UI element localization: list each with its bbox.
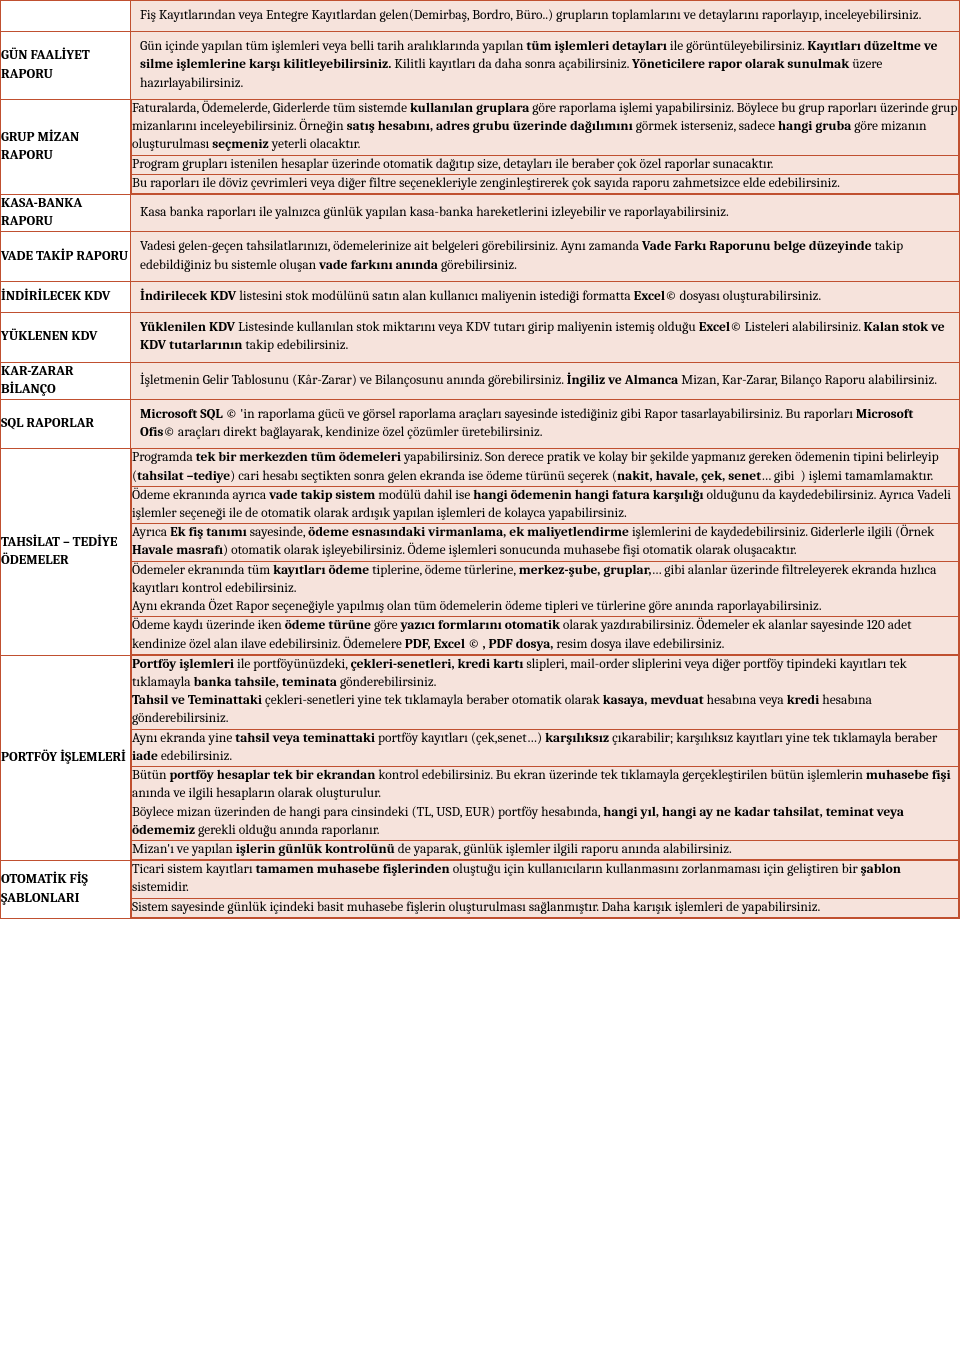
table-row: VADE TAKİP RAPORUVadesi gelen-geçen tahs…: [1, 232, 960, 281]
content-cell: Vadesi gelen-geçen tahsilatlarınızı, öde…: [131, 232, 959, 280]
content-cell: Ayrıca Ek fiş tanımı sayesinde, ödeme es…: [132, 524, 959, 561]
content-cell: Bu raporları ile döviz çevrimleri veya d…: [132, 174, 959, 193]
table-row: GRUP MİZAN RAPORUFaturalarda, Ödemelerde…: [1, 99, 960, 194]
row-label: PORTFÖY İŞLEMLERİ: [1, 655, 131, 860]
table-row: SQL RAPORLARMicrosoft SQL © 'in raporlam…: [1, 399, 960, 448]
row-content: Yüklenilen KDV Listesinde kullanılan sto…: [131, 313, 960, 362]
table-row: PORTFÖY İŞLEMLERİPortföy işlemleri ile p…: [1, 655, 960, 860]
row-content: Microsoft SQL © 'in raporlama gücü ve gö…: [131, 399, 960, 448]
row-label: YÜKLENEN KDV: [1, 313, 131, 362]
row-content: Fiş Kayıtlarından veya Entegre Kayıtlard…: [131, 1, 960, 32]
row-content: Ticari sistem kayıtları tamamen muhasebe…: [131, 861, 960, 919]
row-content: İşletmenin Gelir Tablosunu (Kâr-Zarar) v…: [131, 362, 960, 399]
content-cell: Microsoft SQL © 'in raporlama gücü ve gö…: [131, 400, 959, 448]
table-row: GÜN FAALİYET RAPORUGün içinde yapılan tü…: [1, 32, 960, 100]
content-cell: Faturalarda, Ödemelerde, Giderlerde tüm …: [132, 100, 959, 155]
row-content: Gün içinde yapılan tüm işlemleri veya be…: [131, 32, 960, 100]
row-content: İndirilecek KDV listesini stok modülünü …: [131, 281, 960, 312]
content-cell: Yüklenilen KDV Listesinde kullanılan sto…: [131, 313, 959, 361]
table-row: OTOMATİK FİŞ ŞABLONLARITicari sistem kay…: [1, 861, 960, 919]
row-label: İNDİRİLECEK KDV: [1, 281, 131, 312]
table-row: YÜKLENEN KDVYüklenilen KDV Listesinde ku…: [1, 313, 960, 362]
feature-table: Fiş Kayıtlarından veya Entegre Kayıtlard…: [0, 0, 960, 919]
content-cell: Kasa banka raporları ile yalnızca günlük…: [131, 198, 959, 228]
row-content: Vadesi gelen-geçen tahsilatlarınızı, öde…: [131, 232, 960, 281]
content-cell: Mizan'ı ve yapılan işlerin günlük kontro…: [132, 840, 959, 859]
content-cell: Ödeme kaydı üzerinde iken ödeme türüne g…: [132, 617, 959, 654]
table-row: KAR-ZARAR BİLANÇOİşletmenin Gelir Tablos…: [1, 362, 960, 399]
row-content: Programda tek bir merkezden tüm ödemeler…: [131, 449, 960, 655]
row-label: OTOMATİK FİŞ ŞABLONLARI: [1, 861, 131, 919]
table-row: İNDİRİLECEK KDVİndirilecek KDV listesini…: [1, 281, 960, 312]
content-cell: Ticari sistem kayıtları tamamen muhasebe…: [132, 861, 959, 898]
row-label-empty: [1, 1, 131, 32]
table-row: TAHSİLAT – TEDİYE ÖDEMELERProgramda tek …: [1, 449, 960, 655]
row-content: Kasa banka raporları ile yalnızca günlük…: [131, 194, 960, 231]
row-label: GÜN FAALİYET RAPORU: [1, 32, 131, 100]
row-label: TAHSİLAT – TEDİYE ÖDEMELER: [1, 449, 131, 655]
row-label: VADE TAKİP RAPORU: [1, 232, 131, 281]
content-cell: Program grupları istenilen hesaplar üzer…: [132, 155, 959, 174]
row-label: KASA-BANKA RAPORU: [1, 194, 131, 231]
content-cell: Ödeme ekranında ayrıca vade takip sistem…: [132, 486, 959, 523]
row-content: Portföy işlemleri ile portföyünüzdeki, ç…: [131, 655, 960, 860]
content-cell: Aynı ekranda yine tahsil veya teminattak…: [132, 729, 959, 766]
content-cell: Fiş Kayıtlarından veya Entegre Kayıtlard…: [131, 1, 959, 31]
row-content: Faturalarda, Ödemelerde, Giderlerde tüm …: [131, 99, 960, 194]
content-cell: Ödemeler ekranında tüm kayıtları ödeme t…: [132, 561, 959, 617]
row-label: SQL RAPORLAR: [1, 399, 131, 448]
content-cell: İndirilecek KDV listesini stok modülünü …: [131, 282, 959, 312]
row-label: KAR-ZARAR BİLANÇO: [1, 362, 131, 399]
content-cell: İşletmenin Gelir Tablosunu (Kâr-Zarar) v…: [131, 366, 959, 396]
table-row: KASA-BANKA RAPORUKasa banka raporları il…: [1, 194, 960, 231]
content-cell: Gün içinde yapılan tüm işlemleri veya be…: [131, 32, 959, 99]
table-row: Fiş Kayıtlarından veya Entegre Kayıtlard…: [1, 1, 960, 32]
content-cell: Programda tek bir merkezden tüm ödemeler…: [132, 449, 959, 486]
content-cell: Portföy işlemleri ile portföyünüzdeki, ç…: [132, 656, 959, 729]
row-label: GRUP MİZAN RAPORU: [1, 99, 131, 194]
content-cell: Bütün portföy hesaplar tek bir ekrandan …: [132, 767, 959, 841]
content-cell: Sistem sayesinde günlük içindeki basit m…: [132, 898, 959, 917]
